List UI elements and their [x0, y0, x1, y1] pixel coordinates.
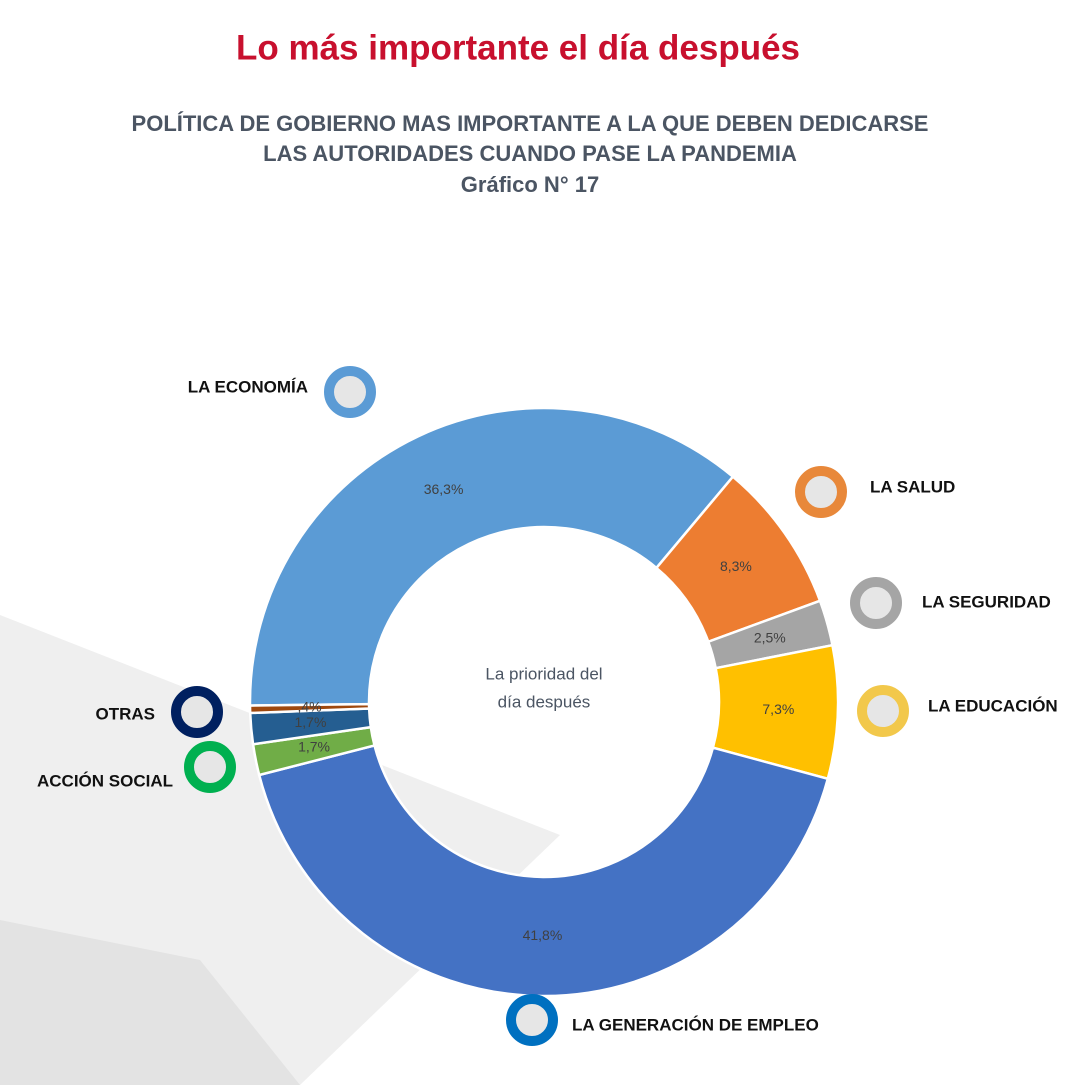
legend-label: ACCIÓN SOCIAL: [37, 771, 173, 790]
legend-marker: [184, 741, 236, 793]
donut-segment: [248, 702, 371, 715]
center-text: La prioridad del: [485, 664, 602, 683]
value-label: 7,3%: [762, 701, 794, 717]
subtitle: Gráfico N° 17: [461, 172, 599, 197]
value-label: 1,7%: [298, 739, 330, 755]
value-label: ,4%: [298, 699, 322, 715]
subtitle: LAS AUTORIDADES CUANDO PASE LA PANDEMIA: [263, 141, 797, 166]
legend-label: OTRAS: [96, 704, 156, 723]
value-label: 41,8%: [523, 927, 563, 943]
background-shape: [0, 920, 300, 1085]
value-label: 36,3%: [424, 481, 464, 497]
value-label: 8,3%: [720, 558, 752, 574]
legend-marker: [795, 466, 847, 518]
value-label: 1,7%: [295, 714, 327, 730]
legend-marker: [171, 686, 223, 738]
subtitle: POLÍTICA DE GOBIERNO MAS IMPORTANTE A LA…: [132, 111, 929, 136]
donut-segment: [248, 406, 735, 707]
legend-label: LA GENERACIÓN DE EMPLEO: [572, 1015, 819, 1034]
legend-marker: [506, 994, 558, 1046]
legend-marker: [857, 685, 909, 737]
legend-label: LA EDUCACIÓN: [928, 696, 1058, 715]
donut-segment: [257, 743, 830, 998]
value-label: 2,5%: [754, 629, 786, 645]
center-text: día después: [498, 692, 591, 711]
chart-title: Lo más importante el día después: [236, 28, 800, 67]
legend-label: LA ECONOMÍA: [188, 377, 308, 396]
legend-label: LA SALUD: [870, 477, 955, 496]
legend-marker: [850, 577, 902, 629]
legend-marker: [324, 366, 376, 418]
legend-label: LA SEGURIDAD: [922, 592, 1051, 611]
